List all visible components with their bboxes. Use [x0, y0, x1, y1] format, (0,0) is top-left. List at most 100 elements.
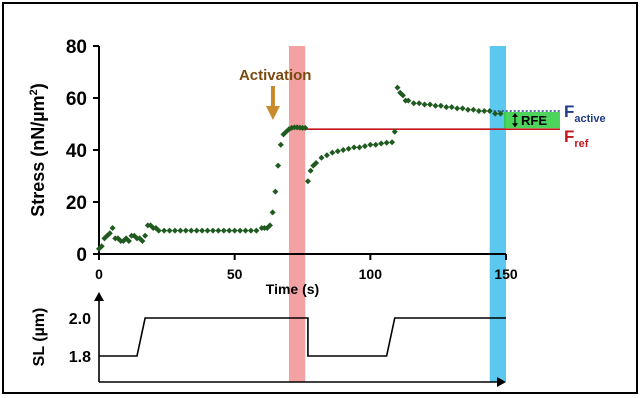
data-point: [106, 230, 113, 237]
data-point: [204, 227, 211, 234]
sl-y-axis-arrow: [94, 292, 104, 301]
data-point: [304, 178, 311, 185]
data-point: [302, 124, 309, 131]
data-point: [405, 97, 412, 104]
stress-x-tick-label: 150: [494, 266, 518, 282]
stress-x-tick-label: 100: [359, 266, 383, 282]
data-point: [475, 108, 482, 114]
data-point: [193, 227, 200, 234]
data-point: [356, 144, 363, 151]
f-active-subscript: active: [574, 113, 605, 125]
data-point: [98, 243, 105, 250]
data-point: [497, 110, 504, 117]
data-point: [329, 149, 336, 156]
stress-x-tick-label: 0: [95, 266, 103, 282]
stress-y-axis-label: Stress (nN/µm2): [28, 83, 48, 217]
data-point: [166, 227, 173, 234]
stress-y-tick-label: 80: [66, 37, 87, 58]
data-point: [242, 227, 249, 234]
data-point: [171, 227, 178, 234]
final-band: [489, 46, 506, 382]
data-point: [481, 108, 488, 114]
data-point: [269, 209, 276, 216]
data-point: [389, 139, 396, 146]
data-point: [432, 102, 439, 109]
ylabel-superscript: 2: [28, 89, 40, 95]
data-point: [188, 227, 195, 234]
data-point: [323, 152, 330, 159]
data-point: [220, 227, 227, 234]
data-point: [437, 102, 444, 109]
data-point: [139, 238, 146, 244]
data-point: [372, 141, 379, 148]
rfe-box: [504, 112, 560, 129]
data-point: [492, 110, 499, 117]
data-point: [266, 222, 273, 229]
sl-x-axis-arrow: [497, 377, 506, 387]
data-point: [340, 147, 347, 153]
data-point: [391, 128, 398, 135]
data-point: [109, 225, 116, 231]
data-point: [142, 232, 149, 239]
ylabel-tail: ): [28, 83, 48, 89]
data-point: [215, 227, 222, 234]
sl-trace: [99, 317, 506, 357]
stress-x-tick-label: 50: [227, 266, 243, 282]
data-point: [465, 106, 472, 113]
stress-y-tick-label: 20: [66, 193, 87, 214]
data-point: [280, 131, 287, 138]
data-point: [125, 238, 132, 244]
data-point: [454, 105, 461, 112]
data-point: [231, 227, 238, 234]
data-point: [155, 227, 162, 234]
data-point: [307, 167, 314, 174]
figure-canvas: 0 20 40 60 80 0 50 100 150 RFE Activation Facti…: [28, 37, 606, 387]
data-point: [367, 141, 374, 148]
rfe-label: RFE: [521, 113, 547, 128]
sl-y-tick-label: 1.8: [69, 349, 91, 366]
x-axis-label: Time (s): [266, 281, 319, 297]
activation-arrow-head: [265, 106, 280, 120]
data-point: [443, 104, 450, 111]
data-point: [378, 140, 385, 147]
f-ref-main: F: [564, 127, 574, 146]
data-point: [209, 227, 216, 234]
data-point: [427, 101, 434, 108]
data-point: [394, 84, 401, 91]
data-point: [351, 144, 358, 151]
data-point: [470, 106, 477, 113]
sl-y-ticks: 1.8 2.0: [69, 311, 91, 366]
data-point: [421, 101, 428, 108]
f-ref-subscript: ref: [574, 138, 588, 150]
data-point: [247, 227, 254, 234]
data-point: [253, 227, 260, 234]
data-point: [177, 227, 184, 234]
data-point: [361, 143, 368, 150]
stress-data-markers: [96, 84, 504, 252]
stress-y-tick-label: 0: [76, 245, 87, 266]
data-point: [459, 105, 466, 112]
data-point: [383, 139, 390, 146]
data-point: [161, 227, 168, 234]
data-point: [313, 160, 320, 166]
data-point: [237, 227, 244, 234]
activation-label: Activation: [239, 67, 312, 84]
data-point: [448, 104, 455, 111]
rfe-arrow-head-up: [512, 113, 518, 117]
data-point: [416, 100, 423, 107]
sl-y-tick-label: 2.0: [69, 311, 91, 328]
rfe-arrow-head-down: [512, 123, 518, 128]
stretch-band: [288, 46, 306, 382]
data-point: [199, 227, 206, 234]
data-point: [226, 227, 233, 234]
data-point: [410, 100, 417, 107]
stress-y-ticks: 0 20 40 60 80: [66, 37, 99, 266]
f-active-main: F: [564, 102, 574, 121]
stress-axes: 0 20 40 60 80 0 50 100 150: [66, 37, 518, 282]
data-point: [345, 145, 352, 152]
data-point: [277, 141, 284, 148]
data-point: [272, 188, 279, 195]
sl-panel: 1.8 2.0 SL (µm): [31, 292, 506, 387]
figure-frame: 0 20 40 60 80 0 50 100 150 RFE Activation Facti…: [2, 2, 638, 394]
data-point: [486, 108, 493, 114]
